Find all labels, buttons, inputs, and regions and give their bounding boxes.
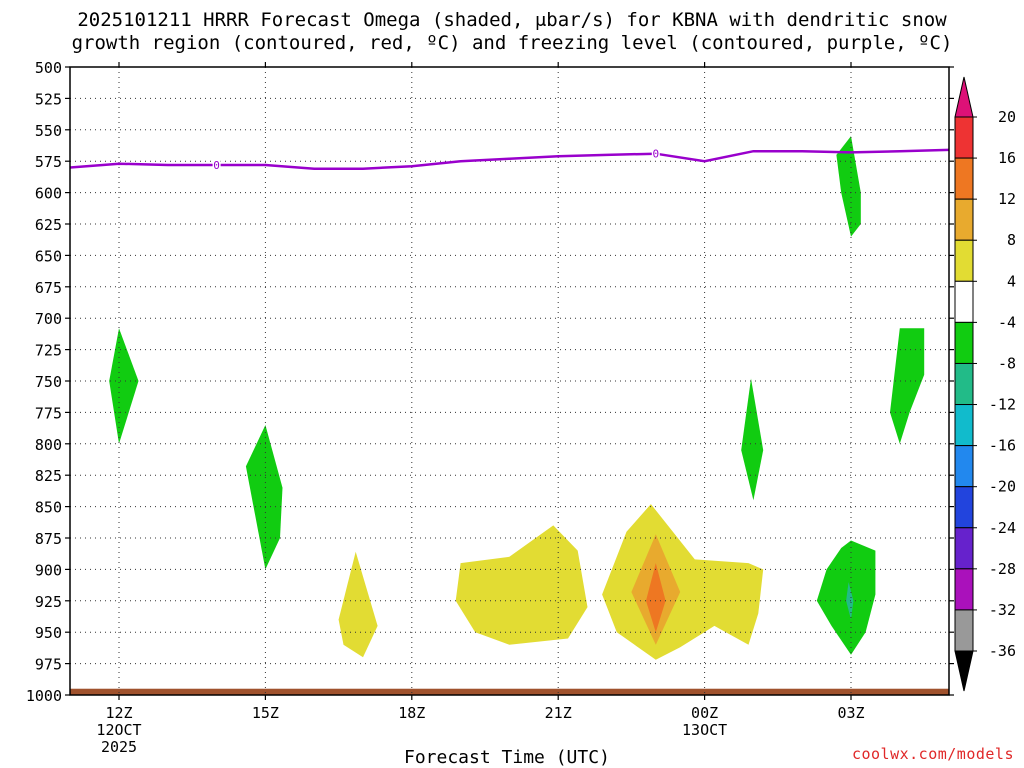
y-tick-label: 650	[35, 247, 62, 265]
terrain-layer	[70, 688, 949, 695]
colorbar-label: -4	[998, 313, 1016, 331]
y-tick-label: 500	[35, 59, 62, 77]
x-tick-label: 03Z	[837, 704, 864, 722]
chart-title-line2: growth region (contoured, red, ºC) and f…	[71, 32, 953, 54]
freezing-level-label-bg	[212, 158, 221, 171]
omega-region-2	[836, 136, 861, 237]
y-axis-ticks: 500 525 550 575 600 625 650 675 700 725 750 775 800 8…	[26, 59, 954, 705]
terrain-band	[70, 688, 949, 695]
x-axis-label: Forecast Time (UTC)	[404, 747, 610, 768]
y-tick-label: 550	[35, 122, 62, 140]
omega-region-6	[846, 582, 854, 620]
omega-fill-layer	[109, 136, 925, 660]
colorbar: 20 16 12 8 4 -4 -8 -12 -16 -20 -24 -28 -32 -36	[954, 76, 1016, 692]
colorbar-cell	[954, 568, 974, 611]
freezing-level-layer: 00	[70, 147, 949, 172]
x-tick-label: 15Z	[252, 704, 279, 722]
colorbar-bottom-arrow	[954, 650, 974, 692]
omega-region-11	[646, 563, 666, 633]
x-tick-label: 00Z	[691, 704, 718, 722]
y-tick-label: 525	[35, 90, 62, 108]
y-tick-label: 775	[35, 404, 62, 422]
x-tick-label: 13OCT	[682, 721, 727, 739]
omega-region-5	[816, 540, 876, 655]
colorbar-label: 8	[1007, 231, 1016, 249]
y-tick-label: 800	[35, 436, 62, 454]
colorbar-label: -8	[998, 354, 1016, 372]
colorbar-cell	[954, 486, 974, 529]
colorbar-label: 20	[998, 108, 1016, 126]
y-tick-label: 900	[35, 561, 62, 579]
y-tick-label: 875	[35, 530, 62, 548]
y-tick-label: 925	[35, 593, 62, 611]
colorbar-cell	[954, 239, 974, 282]
colorbar-label: -16	[989, 437, 1016, 455]
colorbar-label: 16	[998, 149, 1016, 167]
colorbar-cell	[954, 527, 974, 570]
colorbar-cell	[954, 198, 974, 241]
y-tick-label: 600	[35, 185, 62, 203]
freezing-level-line	[70, 148, 949, 170]
y-tick-label: 700	[35, 310, 62, 328]
colorbar-cell	[954, 445, 974, 488]
chart-title-line1: 2025101211 HRRR Forecast Omega (shaded, …	[77, 9, 947, 31]
colorbar-top-arrow	[954, 76, 974, 118]
omega-region-8	[455, 525, 588, 645]
colorbar-label: -24	[989, 519, 1016, 537]
omega-region-9	[602, 504, 764, 660]
colorbar-cell	[954, 321, 974, 364]
omega-region-7	[338, 551, 378, 658]
freezing-level-label-bg	[651, 147, 660, 160]
y-tick-label: 575	[35, 153, 62, 171]
colorbar-cell	[954, 362, 974, 406]
x-tick-label: 21Z	[545, 704, 572, 722]
colorbar-cell	[954, 116, 974, 159]
colorbar-label: -20	[989, 478, 1016, 496]
colorbar-cell	[954, 609, 974, 652]
y-tick-label: 675	[35, 279, 62, 297]
x-tick-label: 12OCT	[96, 721, 141, 739]
y-tick-label: 625	[35, 216, 62, 234]
colorbar-label: -36	[989, 642, 1016, 660]
x-tick-label: 12Z	[105, 704, 132, 722]
colorbar-cell	[954, 157, 974, 200]
freezing-level-label: 0	[652, 148, 659, 161]
y-tick-label: 750	[35, 373, 62, 391]
colorbar-label: 12	[998, 190, 1016, 208]
y-tick-label: 850	[35, 499, 62, 517]
y-tick-label: 950	[35, 624, 62, 642]
freezing-level-label: 0	[213, 159, 220, 172]
omega-region-0	[109, 328, 139, 444]
colorbar-cell	[954, 404, 974, 447]
colorbar-label: -12	[989, 396, 1016, 414]
colorbar-cell	[954, 280, 974, 323]
credit-link[interactable]: coolwx.com/models	[851, 745, 1014, 763]
y-tick-label: 825	[35, 467, 62, 485]
omega-region-3	[890, 328, 925, 444]
y-tick-label: 975	[35, 656, 62, 674]
colorbar-label: 4	[1007, 272, 1016, 290]
omega-region-1	[245, 425, 283, 570]
y-tick-label: 725	[35, 342, 62, 360]
y-tick-label: 1000	[26, 687, 62, 705]
colorbar-label: -28	[989, 560, 1016, 578]
x-tick-label: 2025	[101, 738, 137, 756]
x-tick-label: 18Z	[398, 704, 425, 722]
colorbar-label: -32	[989, 601, 1016, 619]
omega-region-4	[741, 378, 764, 501]
